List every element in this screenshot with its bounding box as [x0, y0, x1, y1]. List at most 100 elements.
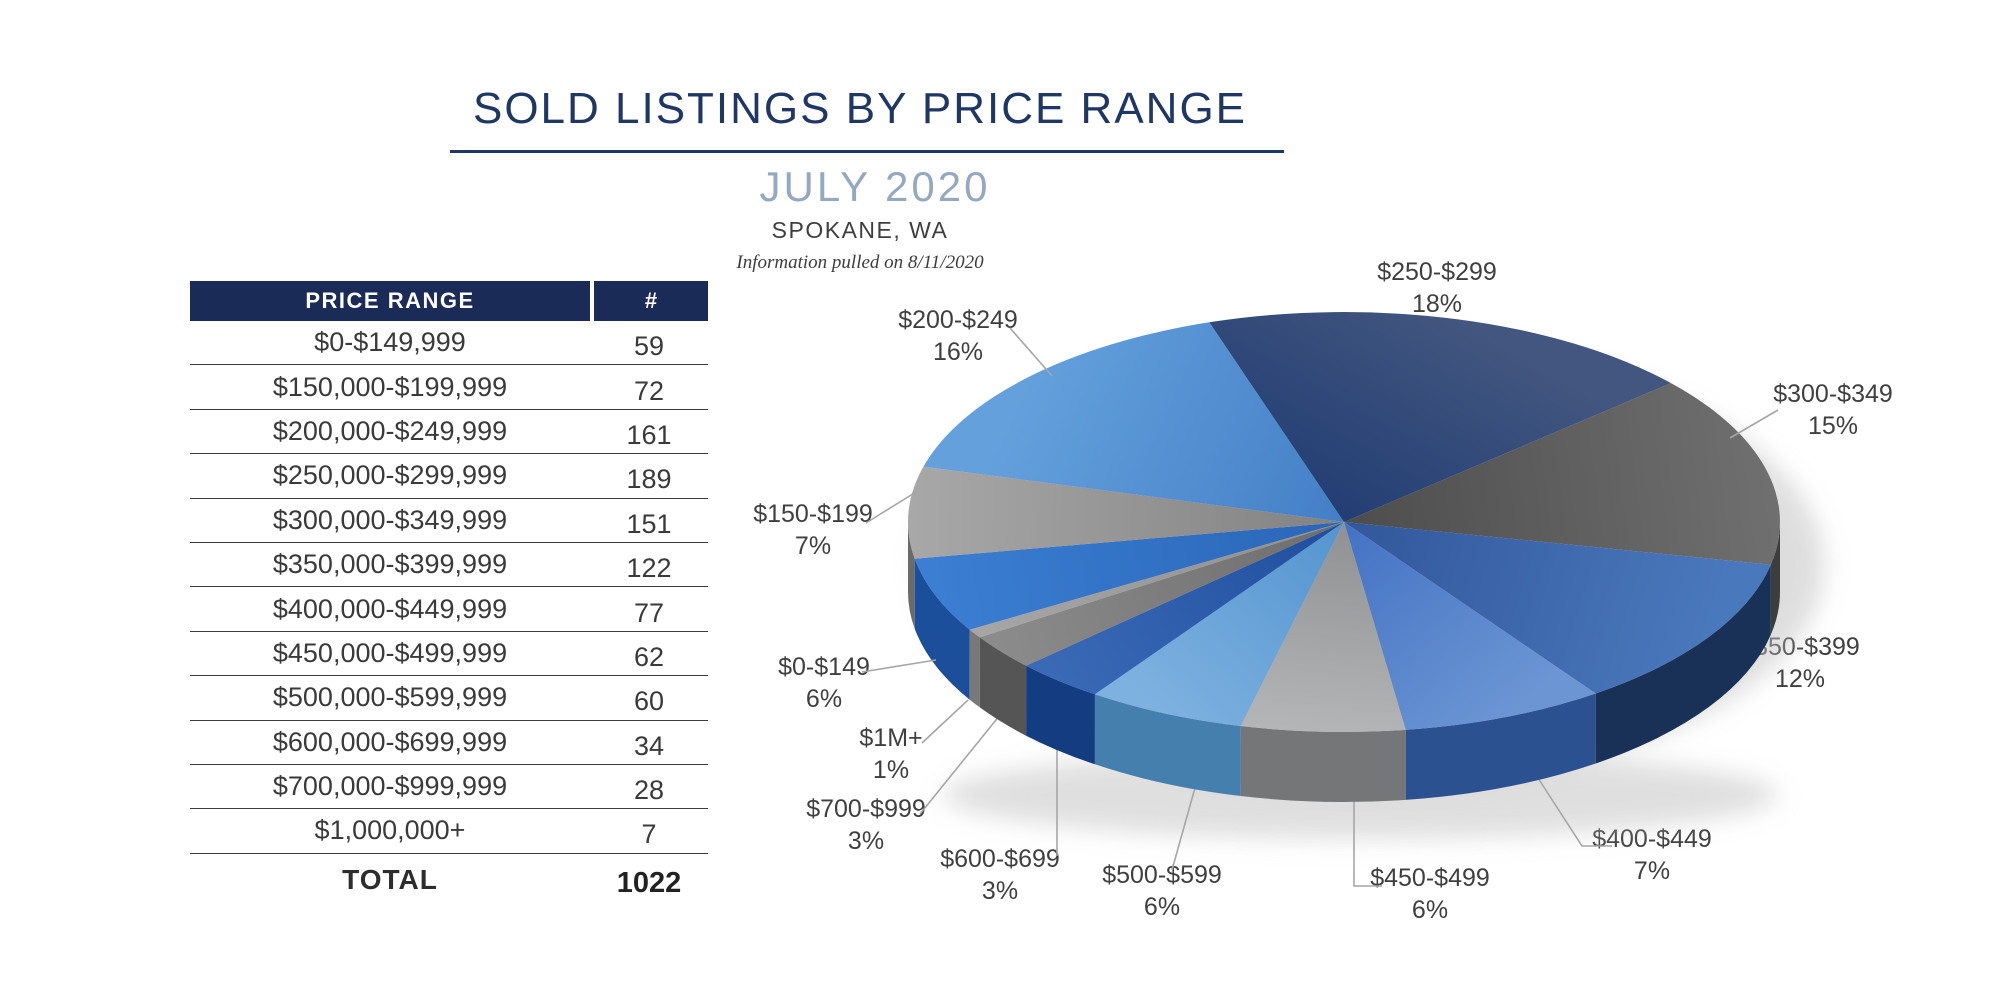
pie-slice-label-$250-$299: $250-$299 18% [1377, 256, 1497, 320]
slice-percent-text: 7% [794, 532, 832, 560]
price-range-cell: $1,000,000+ [314, 815, 466, 846]
price-range-cell: $250,000-$299,999 [272, 460, 508, 491]
leader-line [921, 699, 969, 744]
pie-slice-side-$600-$699 [1026, 665, 1095, 765]
pie-slice-side-$1M+ [969, 629, 980, 708]
table-row: $150,000-$199,999 72 [190, 365, 708, 410]
leader-line [865, 491, 917, 524]
table-row: $1,000,000+ 7 [190, 809, 708, 854]
pie-slice-side-$0-$149 [914, 558, 970, 700]
slice-percent-text: 6% [1143, 893, 1181, 921]
page-title: SOLD LISTINGS BY PRICE RANGE [472, 84, 1248, 133]
price-range-cell: $500,000-$599,999 [272, 682, 508, 713]
pie-slice-side-$700-$999 [979, 637, 1027, 736]
pie-slice-label-$450-$499: $450-$499 6% [1370, 862, 1490, 926]
table-row: $300,000-$349,999 151 [190, 499, 708, 543]
slice-percent-text: 12% [1774, 665, 1826, 693]
pie-slice-$300-$349 [1344, 383, 1780, 565]
slice-range-text: $250-$299 [1377, 258, 1497, 286]
count-cell: 72 [633, 375, 665, 406]
total-label: TOTAL [342, 863, 438, 895]
price-range-cell: $0-$149,999 [314, 327, 466, 358]
report-month: JULY 2020 [759, 163, 991, 210]
table-header-row: PRICE RANGE # [190, 281, 708, 321]
title-underline [450, 150, 1284, 153]
price-range-cell: $200,000-$249,999 [272, 415, 508, 446]
table-row: $500,000-$599,999 60 [190, 676, 708, 721]
pie-slice-label-$200-$249: $200-$249 16% [898, 304, 1018, 368]
price-range-cell: $600,000-$699,999 [272, 726, 508, 757]
pie-slice-$700-$999 [979, 522, 1344, 666]
pie-slice-side-$350-$399 [1595, 564, 1771, 764]
pie-slice-label-$500-$599: $500-$599 6% [1102, 859, 1222, 923]
slice-percent-text: 3% [847, 827, 885, 855]
price-range-cell: $450,000-$499,999 [272, 637, 508, 668]
slice-percent-text: 15% [1807, 412, 1859, 440]
column-header-count: # [594, 281, 708, 321]
count-cell: 62 [633, 641, 665, 672]
table-row: $350,000-$399,999 122 [190, 543, 708, 588]
pie-slice-label-$400-$449: $400-$449 7% [1592, 823, 1712, 887]
pie-slice-$500-$599 [1094, 522, 1344, 726]
slice-range-text: $450-$499 [1370, 864, 1490, 892]
pie-slice-label-$700-$999: $700-$999 3% [806, 793, 926, 857]
pie-slice-side-$150-$199 [908, 522, 915, 629]
price-range-cell: $300,000-$349,999 [272, 504, 508, 535]
pie-slice-side-$300-$349 [1770, 522, 1780, 635]
slice-percent-text: 16% [932, 338, 984, 366]
count-cell: 161 [626, 419, 672, 450]
pie-slice-side-$500-$599 [1094, 694, 1241, 796]
price-range-table: PRICE RANGE # $0-$149,999 59 $150,000-$199… [190, 281, 708, 906]
pie-slice-label-$0-$149: $0-$149 6% [778, 651, 870, 715]
slice-range-text: $700-$999 [806, 795, 926, 823]
data-pull-note: Information pulled on 8/11/2020 [736, 252, 984, 273]
table-row: $0-$149,999 59 [190, 321, 708, 366]
price-range-cell: $350,000-$399,999 [272, 549, 508, 580]
pie-slice-label-$600-$699: $600-$699 3% [940, 843, 1060, 907]
total-value: 1022 [616, 867, 682, 900]
count-cell: 60 [633, 686, 665, 717]
header-column-divider [590, 281, 594, 321]
leader-line [919, 714, 1001, 815]
slice-range-text: $500-$599 [1102, 861, 1222, 889]
slice-range-text: $150-$199 [753, 500, 873, 528]
pie-slice-$0-$149 [914, 522, 1344, 630]
count-cell: 77 [633, 597, 665, 628]
slice-percent-text: 6% [1411, 896, 1449, 924]
price-range-cell: $150,000-$199,999 [272, 371, 508, 402]
leader-line [861, 659, 937, 673]
price-range-cell: $700,000-$999,999 [272, 771, 508, 802]
count-cell: 34 [633, 730, 665, 761]
leader-line [1009, 327, 1053, 377]
pie-slice-label-$300-$349: $300-$349 15% [1773, 378, 1893, 442]
pie-slice-$600-$699 [1026, 522, 1344, 695]
leader-line [1729, 409, 1779, 439]
pie-slice-$350-$399 [1344, 522, 1771, 694]
slice-percent-text: 18% [1411, 290, 1463, 318]
slice-range-text: $0-$149 [778, 653, 870, 681]
count-cell: 151 [626, 508, 672, 539]
slice-percent-text: 7% [1633, 857, 1671, 885]
count-cell: 189 [626, 464, 672, 495]
slice-range-text: $600-$699 [940, 845, 1060, 873]
slice-percent-text: 3% [981, 877, 1019, 905]
slice-range-text: $200-$249 [898, 306, 1018, 334]
table-row: $250,000-$299,999 189 [190, 454, 708, 499]
slice-percent-text: 1% [872, 756, 910, 784]
slice-range-text: $300-$349 [1773, 380, 1893, 408]
pie-slice-$400-$449 [1344, 522, 1596, 730]
pie-slice-label-$150-$199: $150-$199 7% [753, 498, 873, 562]
table-row: $450,000-$499,999 62 [190, 632, 708, 677]
slice-range-text: $1M+ [859, 724, 923, 752]
count-cell: 122 [626, 553, 672, 584]
count-cell: 7 [641, 819, 657, 850]
pie-slice-$200-$249 [923, 322, 1344, 522]
pie-slice-$250-$299 [1209, 312, 1671, 522]
count-cell: 28 [633, 775, 665, 806]
report-location: SPOKANE, WA [771, 217, 949, 243]
leader-line [1537, 777, 1612, 847]
pie-slice-$150-$199 [907, 466, 1344, 559]
